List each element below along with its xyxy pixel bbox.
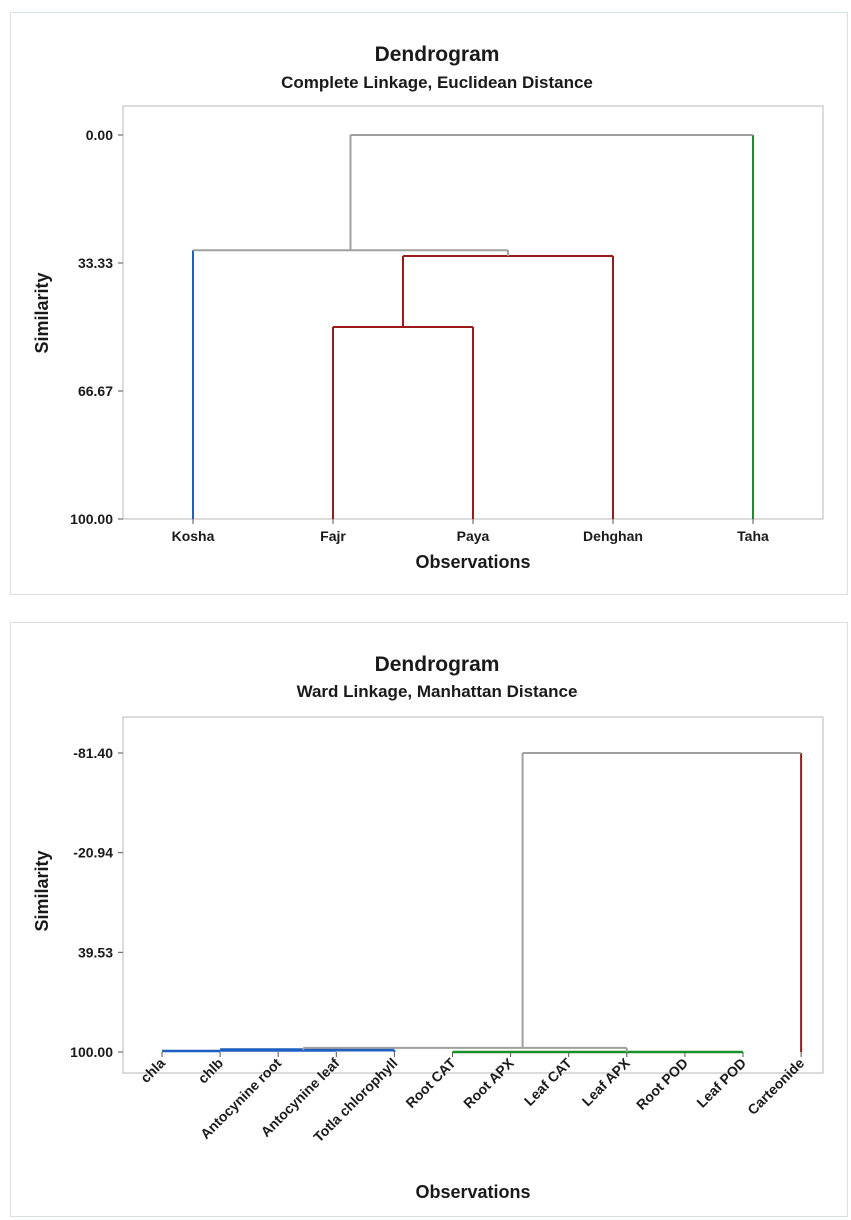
category-label: Carteonide [744,1055,807,1118]
category-label: Root CAT [402,1054,459,1111]
y-axis-label: Similarity [32,272,52,353]
category-label: chlb [195,1055,227,1087]
dendrogram-panel-2: Dendrogram Ward Linkage, Manhattan Dista… [10,622,848,1217]
category-label: Dehghan [583,528,643,544]
category-label: Leaf CAT [521,1054,575,1108]
category-label: chla [137,1055,168,1086]
y-tick-label: 39.53 [78,944,113,960]
category-label: Leaf APX [579,1054,634,1109]
category-label: Fajr [320,528,346,544]
y-tick-label: 33.33 [78,255,113,271]
y-tick-label: -81.40 [73,745,113,761]
chart-subtitle: Ward Linkage, Manhattan Distance [297,682,578,701]
y-tick-label: 0.00 [86,127,113,143]
x-axis-label: Observations [415,552,530,572]
category-label: Kosha [172,528,215,544]
category-label: Leaf POD [693,1055,749,1111]
y-tick-label: 66.67 [78,383,113,399]
dendrogram-panel-1: Dendrogram Complete Linkage, Euclidean D… [10,12,848,595]
chart-title: Dendrogram [375,43,500,66]
category-label: Taha [737,528,769,544]
chart-subtitle: Complete Linkage, Euclidean Distance [281,73,593,92]
y-axis-label: Similarity [32,850,52,931]
dendrogram-chart-1: Dendrogram Complete Linkage, Euclidean D… [32,43,824,572]
dendrogram-links-1: 0.00 33.33 66.67 100.00 Kosha Fajr Paya Dehghan… [70,127,769,544]
y-tick-label: 100.00 [70,511,113,527]
y-tick-label: -20.94 [73,845,113,861]
chart-title: Dendrogram [375,653,500,676]
category-label: Root POD [633,1055,691,1113]
y-tick-label: 100.00 [70,1044,113,1060]
x-axis-label: Observations [415,1182,530,1202]
plot-area [122,716,824,1074]
category-label: Root APX [460,1054,517,1111]
category-label: Paya [457,528,490,544]
dendrogram-chart-2: Dendrogram Ward Linkage, Manhattan Dista… [32,653,824,1202]
